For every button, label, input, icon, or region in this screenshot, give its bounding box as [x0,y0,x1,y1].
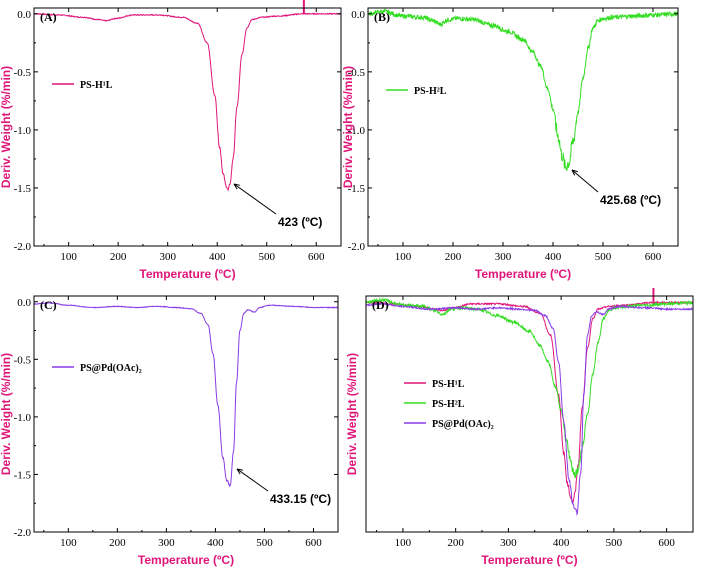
y-tick-label: 0.0 [17,297,31,309]
x-tick-label: 100 [395,251,412,263]
y-axis-label: Deriv. Weight (%/min) [0,353,13,475]
annotation-arrowhead [233,183,240,190]
series-line-1 [366,300,693,504]
x-tick-label: 200 [445,251,462,263]
x-tick-label: 400 [209,251,226,263]
x-axis-label: Temperature (ºC) [138,553,234,567]
x-axis-label: Temperature (ºC) [139,267,235,281]
plot-frame [365,295,694,533]
x-tick-label: 100 [395,537,412,549]
y-tick-label: -1.0 [348,125,366,137]
panel-1: 100 200 300 400 500 600 0.0 -0.5 -1.0 -1.5 -2.0 Tem… [0,0,342,281]
y-tick-label: 0.0 [351,9,365,21]
plot-frame [367,7,679,247]
legend-label: PS@Pd(OAc)₂ [80,363,142,374]
x-tick-label: 100 [60,537,77,549]
legend-label: PS@Pd(OAc)₂ [432,419,494,430]
x-axis-label: Temperature (ºC) [481,553,577,567]
y-axis-label: Deriv. Weight (%/min) [341,66,355,188]
y-tick-label: -2.0 [14,527,32,539]
x-tick-label: 600 [305,537,322,549]
x-tick-label: 600 [645,251,662,263]
plot-frame [33,7,342,247]
series-line-1 [34,12,341,192]
y-axis-label: Deriv. Weight (%/min) [345,353,359,475]
x-tick-label: 400 [553,537,570,549]
panel-letter: (C) [40,298,57,312]
x-tick-label: 200 [447,537,464,549]
y-tick-label: -1.5 [14,183,32,195]
x-tick-label: 600 [308,251,325,263]
panel-letter: (D) [372,298,389,312]
x-tick-label: 100 [60,251,77,263]
x-tick-label: 200 [109,537,126,549]
annotation-arrow [233,183,277,215]
legend-label: PS-H²L [414,86,447,97]
x-tick-label: 500 [595,251,612,263]
panel-3: 100 200 300 400 500 600 0.0 -0.5 -1.0 -1.5 -2.0 Tem… [0,295,339,567]
y-tick-label: -1.0 [14,125,32,137]
y-tick-label: -1.5 [14,469,32,481]
series-line-1 [368,8,678,171]
series-line-3 [366,302,693,517]
legend-label: PS-H¹L [432,379,465,390]
x-tick-label: 400 [207,537,224,549]
annotation-arrow [236,468,269,492]
x-tick-label: 300 [500,537,517,549]
peak-annotation: 433.15 (ºC) [270,492,331,506]
y-tick-label: -0.5 [14,67,32,79]
annotation-arrowhead [236,468,243,475]
panel-2: 100 200 300 400 500 600 0.0 -0.5 -1.0 -1.5 -2.0 Tem… [341,7,679,281]
annotation-arrowhead [571,169,578,176]
y-tick-label: 0.0 [17,9,31,21]
y-tick-label: -0.5 [348,67,366,79]
x-tick-label: 500 [606,537,623,549]
legend-label: PS-H²L [432,399,465,410]
x-tick-label: 400 [545,251,562,263]
legend-label: PS-H¹L [80,80,113,91]
x-tick-label: 500 [256,537,273,549]
y-axis-label: Deriv. Weight (%/min) [0,66,13,188]
series-line-2 [366,296,693,479]
x-tick-label: 600 [658,537,675,549]
annotation-arrow [571,169,599,193]
series-line-1 [34,301,338,488]
x-tick-label: 200 [110,251,127,263]
y-tick-label: -1.0 [14,412,32,424]
panel-letter: (A) [40,10,57,24]
x-tick-label: 300 [158,537,175,549]
panel-letter: (B) [374,10,390,24]
x-tick-label: 500 [258,251,275,263]
plot-frame [33,295,339,533]
peak-annotation: 425.68 (ºC) [600,193,661,207]
y-tick-label: -2.0 [348,241,366,253]
panel-4: 100 200 300 400 500 600 Temperature (ºC) Deriv.… [345,288,694,567]
peak-annotation: 423 (ºC) [278,215,322,229]
x-tick-label: 300 [159,251,176,263]
y-tick-label: -0.5 [14,354,32,366]
y-tick-label: -1.5 [348,183,366,195]
y-tick-label: -2.0 [14,241,32,253]
x-axis-label: Temperature (ºC) [475,267,571,281]
x-tick-label: 300 [495,251,512,263]
